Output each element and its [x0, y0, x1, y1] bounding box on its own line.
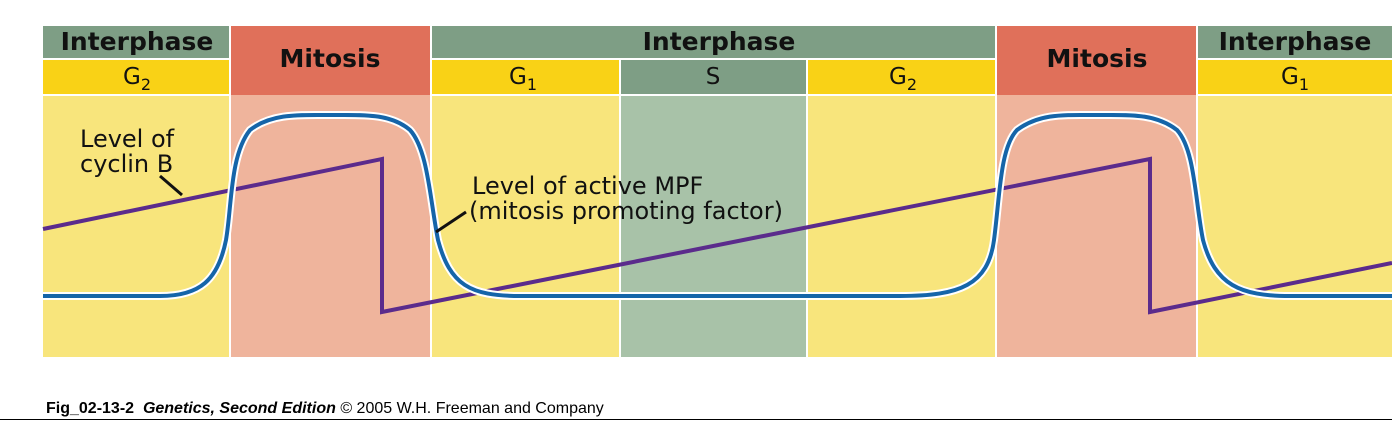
body-mitosis-2: [996, 95, 1197, 357]
bottom-rule: [0, 419, 1392, 420]
header-label-interphase-1: Interphase: [61, 27, 214, 56]
body-g1-right: [1197, 95, 1392, 357]
caption-copyright: © 2005 W.H. Freeman and Company: [340, 400, 604, 417]
band-g2-right: [807, 59, 996, 95]
cyclin-b-level-line: [42, 156, 1392, 315]
mpf-label-line2: (mitosis promoting factor): [469, 197, 783, 225]
header-interphase-3: [1197, 26, 1392, 59]
band-s: [620, 59, 807, 95]
subphase-label-g2-right: G2: [889, 64, 917, 94]
band-g2-left: [43, 59, 230, 95]
header-interphase-2: [431, 26, 996, 59]
subphase-label-g2-left: G2: [123, 64, 151, 94]
body-g1: [431, 95, 620, 357]
subphase-labels: G2 G1 S G2 G1: [123, 64, 1309, 94]
mpf-leader-line: [435, 210, 467, 234]
subphase-bands: [43, 59, 1392, 95]
cyclin-b-label-line1: Level of: [80, 125, 175, 153]
header-label-mitosis-1: Mitosis: [280, 44, 381, 73]
header-interphase-1: [43, 26, 230, 59]
cyclin-b-leader-line: [159, 174, 183, 197]
body-g2-left: [43, 95, 230, 357]
subphase-label-s: S: [706, 64, 721, 90]
figure-caption: Fig_02-13-2 Genetics, Second Edition © 2…: [46, 400, 604, 418]
header-mitosis-1: [230, 26, 431, 95]
mpf-level-line: [43, 112, 1392, 298]
caption-figure-id: Fig_02-13-2: [46, 400, 135, 417]
band-g1-right: [1197, 59, 1392, 95]
caption-book-title: Genetics, Second Edition: [142, 400, 336, 417]
subphase-label-g1: G1: [509, 64, 537, 94]
mpf-label: Level of active MPF (mitosis promoting f…: [435, 172, 783, 234]
band-g1: [431, 59, 620, 95]
cyclin-b-label-line2: cyclin B: [80, 150, 173, 178]
body-mitosis-1: [230, 95, 431, 357]
mpf-label-line1: Level of active MPF: [472, 172, 703, 200]
subphase-label-g1-right: G1: [1281, 64, 1309, 94]
body-s: [620, 95, 807, 357]
header-labels: Interphase Mitosis Interphase Mitosis In…: [61, 27, 1372, 73]
header-phases: [43, 26, 1392, 95]
header-label-interphase-2: Interphase: [643, 27, 796, 56]
cell-cycle-diagram: Interphase Mitosis Interphase Mitosis In…: [42, 26, 1392, 357]
header-label-mitosis-2: Mitosis: [1047, 44, 1148, 73]
cyclin-b-label: Level of cyclin B: [80, 125, 183, 197]
phase-body-regions: [43, 95, 1392, 357]
header-mitosis-2: [996, 26, 1197, 95]
header-label-interphase-3: Interphase: [1219, 27, 1372, 56]
body-g2-right: [807, 95, 996, 357]
